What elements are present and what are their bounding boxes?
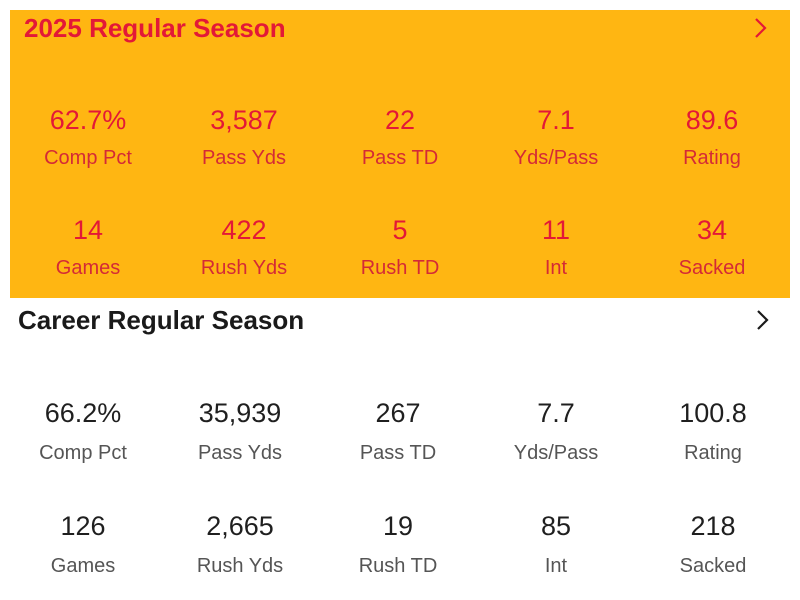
chevron-icon <box>755 18 767 38</box>
stat-label: Sacked <box>679 555 747 577</box>
stat-item: 11 Int <box>478 214 634 280</box>
stat-item: 85 Int <box>478 510 634 578</box>
stat-label: Rating <box>683 147 741 169</box>
stat-value: 34 <box>696 215 728 245</box>
stat-label: Games <box>50 555 116 577</box>
stat-value: 7.7 <box>537 398 575 428</box>
section-header[interactable]: 2025 Regular Season <box>10 10 790 48</box>
stat-label: Comp Pct <box>39 442 127 464</box>
stat-item: 34 Sacked <box>634 214 790 280</box>
stat-label: Int <box>544 555 568 577</box>
stat-label: Rush Yds <box>196 555 284 577</box>
stat-item: 35,939 Pass Yds <box>162 397 318 465</box>
stat-item: 22 Pass TD <box>322 104 478 170</box>
stat-value: 11 <box>541 215 571 245</box>
stat-item: 14 Games <box>10 214 166 280</box>
stat-label: Rush TD <box>358 555 438 577</box>
stat-item: 62.7% Comp Pct <box>10 104 166 170</box>
stat-value: 19 <box>382 511 414 541</box>
stat-label: Yds/Pass <box>513 147 599 169</box>
stat-label: Pass Yds <box>197 442 283 464</box>
stat-value: 14 <box>72 215 104 245</box>
stat-item: 66.2% Comp Pct <box>5 397 161 465</box>
stat-item: 126 Games <box>5 510 161 578</box>
stat-label: Sacked <box>678 257 746 279</box>
stat-item: 100.8 Rating <box>635 397 791 465</box>
stat-value: 62.7% <box>49 105 127 135</box>
stat-value: 218 <box>690 511 736 541</box>
stat-value: 5 <box>392 215 408 245</box>
stat-label: Games <box>55 257 121 279</box>
stat-item: 218 Sacked <box>635 510 791 578</box>
stat-value: 7.1 <box>537 105 575 135</box>
section-title: 2025 Regular Season <box>24 13 286 43</box>
career-card: Career Regular Season 66.2% Comp Pct 35,93… <box>10 298 790 598</box>
stat-item: 7.1 Yds/Pass <box>478 104 634 170</box>
stat-label: Rating <box>684 442 742 464</box>
stat-label: Pass TD <box>361 147 439 169</box>
stat-item: 89.6 Rating <box>634 104 790 170</box>
stat-value: 267 <box>375 398 421 428</box>
section-title: Career Regular Season <box>18 305 305 335</box>
stat-value: 100.8 <box>679 398 747 428</box>
stat-value: 22 <box>384 105 416 135</box>
stat-value: 35,939 <box>198 398 282 428</box>
stat-label: Int <box>544 257 568 279</box>
stat-value: 2,665 <box>206 511 274 541</box>
stat-label: Pass Yds <box>201 147 287 169</box>
stat-label: Rush Yds <box>200 257 288 279</box>
season-card: 2025 Regular Season 62.7% Comp Pct 3,587 Pa… <box>10 10 790 298</box>
stat-item: 3,587 Pass Yds <box>166 104 322 170</box>
stat-label: Comp Pct <box>44 147 132 169</box>
stat-label: Rush TD <box>360 257 440 279</box>
stat-item: 7.7 Yds/Pass <box>478 397 634 465</box>
stat-item: 2,665 Rush Yds <box>162 510 318 578</box>
section-header[interactable]: Career Regular Season <box>10 298 790 336</box>
stat-value: 66.2% <box>44 398 122 428</box>
stat-label: Yds/Pass <box>513 442 599 464</box>
stat-value: 422 <box>221 215 267 245</box>
chevron-icon <box>757 310 769 330</box>
stat-value: 89.6 <box>685 105 739 135</box>
stat-item: 267 Pass TD <box>320 397 476 465</box>
stat-value: 3,587 <box>210 105 278 135</box>
stat-value: 85 <box>540 511 572 541</box>
stat-label: Pass TD <box>359 442 437 464</box>
stat-value: 126 <box>60 511 106 541</box>
stat-item: 422 Rush Yds <box>166 214 322 280</box>
stat-item: 5 Rush TD <box>322 214 478 280</box>
stat-item: 19 Rush TD <box>320 510 476 578</box>
